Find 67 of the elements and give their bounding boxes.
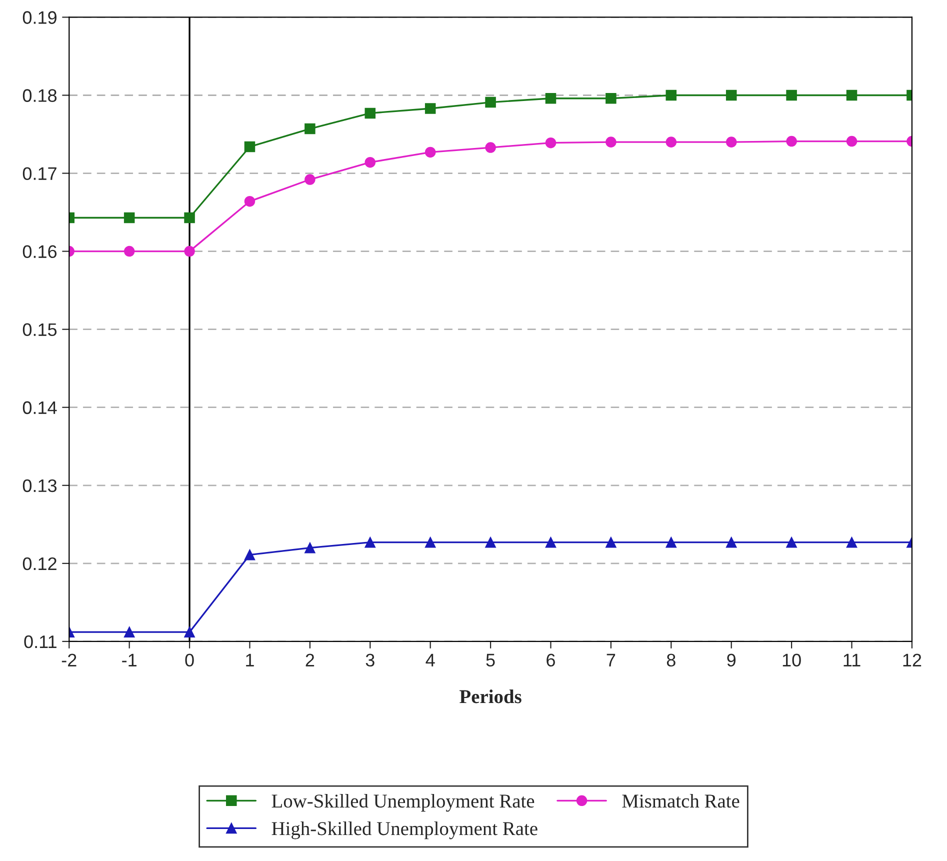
x-tick-label: 8 — [666, 654, 676, 667]
point — [424, 146, 436, 158]
point — [424, 536, 436, 548]
point — [846, 136, 858, 147]
point — [786, 536, 797, 548]
point — [666, 136, 677, 148]
point — [726, 136, 737, 148]
y-tick-label: 0.13 — [22, 479, 57, 492]
x-tick-label: 10 — [782, 654, 801, 667]
x-tick-label: 2 — [306, 654, 314, 666]
point — [364, 536, 376, 548]
point — [424, 103, 436, 114]
x-tick-label: 3 — [366, 654, 374, 667]
x-tick-label: 9 — [727, 654, 736, 667]
point — [244, 549, 256, 560]
point — [846, 536, 858, 548]
point — [545, 137, 556, 148]
point — [485, 96, 496, 108]
x-tick-label: 11 — [844, 654, 860, 666]
point — [244, 141, 256, 152]
point — [786, 90, 797, 101]
point — [666, 536, 677, 548]
point — [124, 626, 135, 638]
y-tick-label: 0.18 — [22, 89, 57, 102]
point — [726, 536, 737, 548]
x-tick-label: 12 — [903, 654, 922, 666]
x-tick-label: 5 — [486, 654, 495, 667]
x-tick-label: 7 — [606, 654, 616, 666]
point — [726, 90, 737, 101]
point — [606, 136, 616, 148]
legend-label: Mismatch Rate — [622, 794, 740, 808]
point — [124, 246, 135, 257]
x-tick-label: 0 — [185, 654, 194, 667]
point — [485, 536, 496, 548]
point — [304, 174, 316, 185]
y-tick-label: 0.15 — [22, 323, 57, 336]
point — [485, 142, 496, 153]
y-tick-label: 0.16 — [22, 245, 57, 258]
point — [666, 90, 677, 101]
point — [304, 123, 316, 134]
point — [184, 626, 195, 638]
x-axis-title: Periods — [460, 690, 522, 704]
y-tick-label: 0.11 — [24, 635, 56, 648]
y-tick-label: 0.14 — [22, 401, 57, 414]
point — [846, 90, 858, 101]
x-tick-label: -2 — [62, 654, 76, 666]
point — [786, 136, 797, 147]
y-tick-label: 0.17 — [22, 167, 56, 180]
point — [364, 156, 376, 168]
point — [184, 212, 195, 224]
point — [244, 196, 256, 207]
legend-label: Low-Skilled Unemployment Rate — [272, 794, 534, 812]
point — [545, 536, 556, 548]
point — [124, 212, 135, 224]
point — [184, 246, 195, 257]
y-tick-label: 0.12 — [22, 557, 56, 570]
point — [304, 542, 316, 554]
x-tick-label: 6 — [546, 654, 555, 667]
point — [606, 536, 616, 548]
point — [545, 92, 556, 104]
point — [606, 92, 616, 104]
x-tick-label: -1 — [122, 654, 136, 666]
y-tick-label: 0.19 — [22, 11, 56, 24]
legend-label: High-Skilled Unemployment Rate — [272, 822, 538, 840]
x-tick-label: 4 — [426, 654, 435, 666]
point — [364, 108, 376, 119]
x-tick-label: 1 — [246, 654, 254, 666]
